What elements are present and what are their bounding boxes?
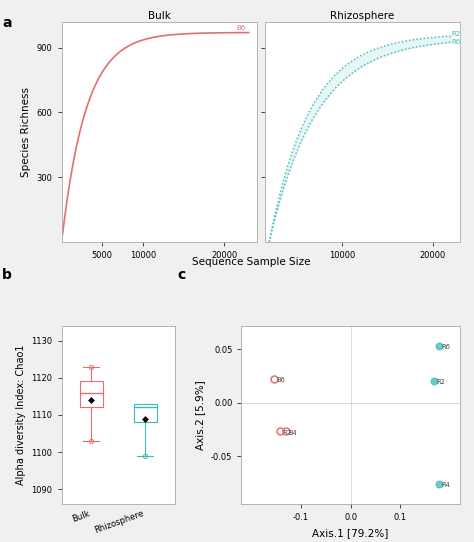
Y-axis label: Axis.2 [5.9%]: Axis.2 [5.9%]	[196, 380, 206, 450]
Y-axis label: Species Richness: Species Richness	[21, 87, 31, 177]
Bar	[134, 404, 157, 422]
X-axis label: Axis.1 [79.2%]: Axis.1 [79.2%]	[312, 528, 389, 538]
Text: a: a	[2, 16, 12, 30]
Text: Sequence Sample Size: Sequence Sample Size	[192, 257, 310, 267]
Text: B6: B6	[276, 377, 285, 383]
Text: R2: R2	[452, 30, 461, 36]
Text: B6: B6	[237, 25, 246, 31]
Text: R4: R4	[441, 482, 450, 488]
Text: R2: R2	[437, 379, 446, 385]
Text: B2: B2	[283, 429, 292, 436]
Title: Rhizosphere: Rhizosphere	[330, 11, 394, 21]
Y-axis label: Alpha diversity Index: Chao1: Alpha diversity Index: Chao1	[16, 345, 26, 485]
Text: R6: R6	[452, 40, 461, 46]
Text: R6: R6	[441, 344, 450, 350]
Bar	[80, 382, 103, 408]
Text: b: b	[2, 268, 12, 282]
Text: B4: B4	[289, 429, 297, 436]
Title: Bulk: Bulk	[148, 11, 171, 21]
Text: c: c	[178, 268, 186, 282]
